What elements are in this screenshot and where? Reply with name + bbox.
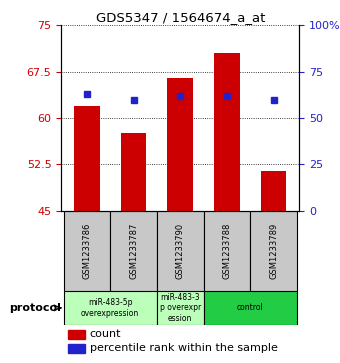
Text: GSM1233790: GSM1233790	[176, 223, 185, 279]
Text: GSM1233789: GSM1233789	[269, 223, 278, 279]
Bar	[121, 134, 146, 211]
Bar	[64, 291, 157, 325]
Text: GSM1233786: GSM1233786	[82, 223, 91, 279]
Text: miR-483-3
p overexpr
ession: miR-483-3 p overexpr ession	[159, 293, 201, 323]
Bar	[261, 171, 286, 211]
Bar	[204, 211, 250, 291]
Text: miR-483-5p
overexpression: miR-483-5p overexpression	[81, 298, 139, 318]
Text: percentile rank within the sample: percentile rank within the sample	[90, 343, 278, 353]
Text: control: control	[237, 303, 264, 313]
Bar	[64, 211, 110, 291]
Text: count: count	[90, 329, 121, 339]
Bar	[214, 53, 240, 211]
Bar	[68, 344, 85, 352]
Bar	[74, 106, 100, 211]
Bar	[250, 211, 297, 291]
Bar	[110, 211, 157, 291]
Bar	[157, 291, 204, 325]
Bar	[204, 291, 297, 325]
Bar	[68, 330, 85, 339]
Title: GDS5347 / 1564674_a_at: GDS5347 / 1564674_a_at	[96, 11, 265, 24]
Text: GSM1233788: GSM1233788	[222, 223, 231, 279]
Bar	[157, 211, 204, 291]
Bar	[167, 78, 193, 211]
Text: GSM1233787: GSM1233787	[129, 223, 138, 279]
Text: protocol: protocol	[9, 303, 61, 313]
